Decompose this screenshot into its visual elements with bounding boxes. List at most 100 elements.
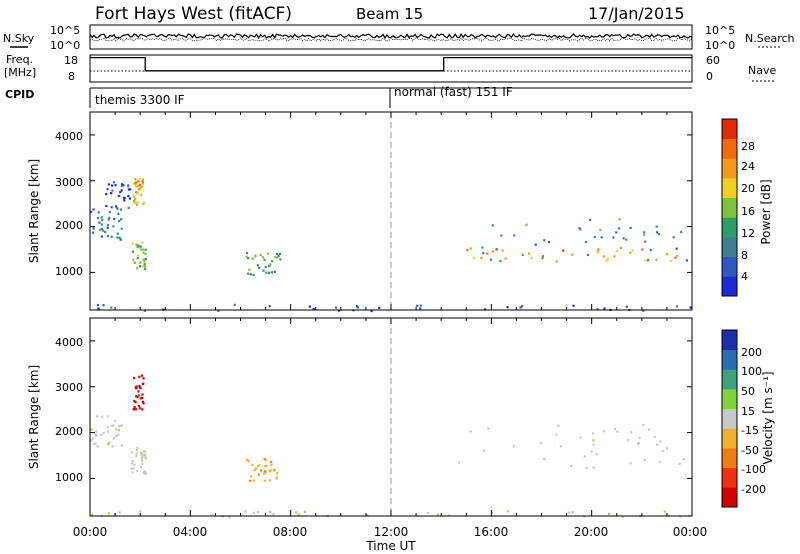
- velocity-cell-5: [447, 514, 450, 517]
- velocity-cell-4: [570, 464, 573, 468]
- velocity-cell-5: [304, 510, 307, 513]
- power-cell-6: [541, 255, 545, 258]
- velocity-cell-4: [659, 440, 662, 443]
- velocity-colorbar-swatch-2: [722, 448, 737, 469]
- velocity-cell-2: [135, 455, 138, 458]
- power-cell-0: [100, 227, 103, 230]
- power-cell-4: [276, 252, 279, 255]
- power-cell-3: [144, 258, 147, 261]
- velocity-cell-2: [130, 451, 133, 454]
- power-cell-7: [370, 310, 373, 313]
- velocity-cell-5: [269, 510, 272, 514]
- velocity-cell-5: [244, 510, 247, 513]
- power-cell-4: [249, 273, 252, 276]
- velocity-cell-3: [268, 479, 272, 482]
- velocity-cell-2: [135, 448, 138, 452]
- velocity-cell-5: [568, 511, 571, 514]
- velocity-cell-2: [141, 459, 144, 462]
- power-cell-6: [504, 257, 507, 260]
- velocity-cell-3: [247, 460, 250, 463]
- velocity-cell-3: [257, 473, 260, 476]
- power-cbar-tick-28: 28: [741, 140, 755, 153]
- power-cell-1: [127, 188, 130, 191]
- velocity-cell-1: [138, 384, 141, 388]
- power-cell-5: [655, 225, 658, 228]
- velocity-ytick-4000: 4000: [55, 336, 83, 349]
- velocity-cell-2: [144, 471, 147, 474]
- power-cell-2: [136, 192, 139, 195]
- power-cell-4: [268, 271, 271, 274]
- velocity-cell-2: [131, 460, 134, 463]
- velocity-cell-3: [263, 458, 266, 461]
- velocity-cell-1: [132, 408, 135, 411]
- power-cell-5: [647, 259, 650, 262]
- velocity-cell-2: [131, 471, 134, 474]
- power-cell-7: [603, 307, 606, 310]
- power-cell-7: [689, 306, 692, 309]
- velocity-colorbar-swatch-3: [722, 428, 737, 449]
- power-cell-6: [571, 253, 574, 256]
- xtick-0400: 04:00: [173, 525, 208, 539]
- velocity-cell-1: [135, 387, 138, 390]
- power-cell-2: [138, 177, 141, 180]
- power-cell-4: [271, 259, 274, 263]
- velocity-cell-4: [627, 439, 630, 442]
- velocity-cell-4: [642, 423, 645, 427]
- velocity-cell-5: [491, 511, 494, 514]
- power-cell-0: [97, 211, 100, 214]
- power-cell-7: [625, 305, 628, 308]
- velocity-cell-4: [539, 441, 542, 444]
- velocity-cell-4: [487, 427, 490, 430]
- velocity-cell-0: [96, 415, 99, 418]
- power-cell-4: [269, 263, 272, 266]
- xtick-marks: [89, 112, 693, 516]
- power-ytick-4000: 4000: [55, 130, 83, 143]
- power-cell-0: [104, 230, 107, 234]
- power-cbar-tick-8: 8: [741, 249, 748, 262]
- power-cell-1: [127, 206, 130, 209]
- power-cell-1: [106, 188, 109, 191]
- power-cell-1: [120, 184, 124, 188]
- power-cell-3: [137, 245, 140, 248]
- power-cell-1: [110, 206, 113, 209]
- velocity-cell-5: [297, 513, 300, 516]
- velocity-cell-0: [106, 415, 109, 418]
- velocity-cell-4: [482, 449, 485, 452]
- power-cell-0: [118, 220, 121, 223]
- power-cell-5: [649, 249, 652, 252]
- freq-label: Freq.: [6, 53, 33, 66]
- velocity-cell-4: [592, 443, 595, 446]
- power-cell-0: [106, 224, 109, 227]
- power-cell-0: [100, 216, 103, 219]
- power-cell-3: [132, 258, 135, 261]
- freq-trace: [90, 56, 692, 72]
- power-cell-4: [247, 257, 250, 260]
- power-cell-5: [643, 231, 646, 234]
- velocity-cell-0: [95, 434, 98, 437]
- velocity-cell-2: [130, 462, 133, 465]
- velocity-cell-5: [118, 511, 121, 514]
- xtick-0000: 00:00: [73, 525, 108, 539]
- power-cell-1: [120, 189, 123, 192]
- power-cell-3: [143, 266, 146, 269]
- nsearch-label: N.Search: [745, 32, 795, 45]
- power-cell-0: [92, 208, 95, 211]
- power-cell-4: [251, 257, 254, 260]
- velocity-cell-1: [138, 375, 141, 378]
- velocity-cell-3: [265, 464, 268, 467]
- velocity-cbar-tick-200: 200: [741, 346, 762, 359]
- power-cell-1: [119, 191, 122, 194]
- power-cell-3: [133, 261, 137, 264]
- velocity-cell-0: [106, 430, 109, 433]
- velocity-cell-4: [591, 432, 595, 435]
- power-cell-0: [96, 216, 100, 220]
- velocity-cell-0: [112, 424, 115, 427]
- power-cell-2: [136, 185, 140, 188]
- nsearch-tick-top: 10^5: [705, 24, 735, 37]
- power-cell-3: [141, 248, 144, 251]
- velocity-cell-4: [656, 443, 659, 446]
- power-cell-5: [593, 236, 596, 239]
- power-ylabel: Slant Range [km]: [27, 159, 41, 263]
- velocity-data: [90, 374, 691, 519]
- velocity-cell-3: [264, 470, 267, 473]
